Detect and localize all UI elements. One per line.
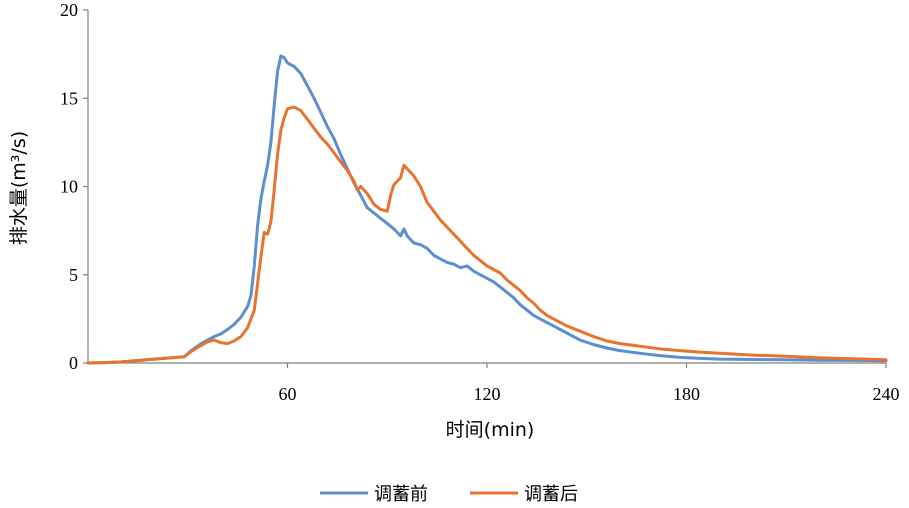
y-tick-label: 10	[60, 177, 78, 197]
y-tick-label: 5	[69, 265, 78, 285]
legend-label-1: 调蓄前	[374, 484, 428, 505]
y-ticks: 0 5 10 15 20	[60, 0, 88, 373]
x-tick-label: 60	[279, 384, 297, 404]
legend: 调蓄前 调蓄后	[320, 484, 578, 505]
series-line-1	[86, 54, 888, 365]
y-axis-title: 排水量(m³/s)	[8, 131, 30, 245]
legend-label-2: 调蓄后	[524, 484, 578, 505]
x-ticks: 60 120 180 240	[279, 363, 900, 404]
x-tick-label: 240	[873, 384, 900, 404]
x-axis-title: 时间(min)	[446, 419, 535, 441]
series-line-2	[86, 105, 888, 365]
x-tick-label: 120	[474, 384, 501, 404]
series-lines	[86, 54, 888, 365]
y-tick-label: 15	[60, 88, 78, 108]
axes: 0 5 10 15 20 60 120 180 240	[60, 0, 900, 404]
y-tick-label: 0	[69, 353, 78, 373]
y-tick-label: 20	[60, 0, 78, 20]
x-tick-label: 180	[673, 384, 700, 404]
